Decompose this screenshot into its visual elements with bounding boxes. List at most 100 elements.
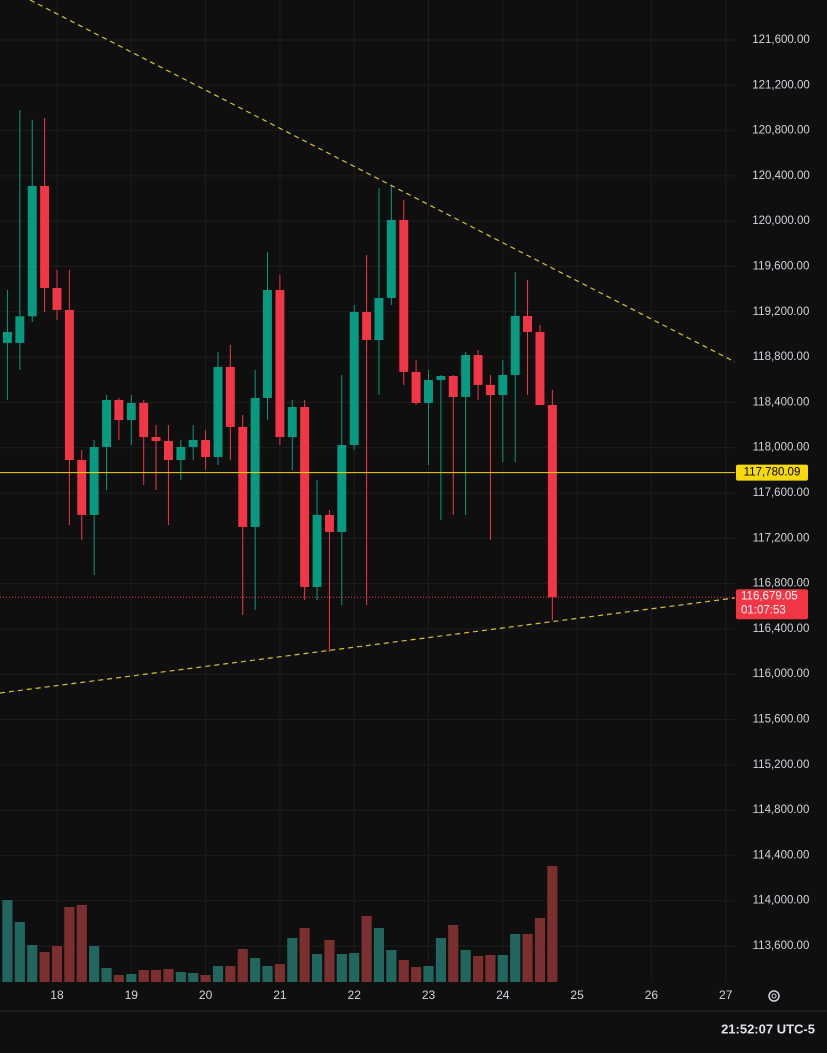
candle-body — [163, 440, 173, 461]
candle-body — [473, 355, 483, 385]
candle-body — [337, 444, 347, 532]
candle-body — [287, 407, 297, 438]
volume-bar — [448, 925, 459, 982]
volume-bar — [175, 972, 186, 982]
candle-body — [436, 375, 446, 380]
y-tick-label: 114,400.00 — [753, 849, 810, 861]
volume-bar — [386, 950, 397, 982]
countdown: 01:07:53 — [741, 604, 786, 616]
volume-bar — [51, 946, 63, 982]
volume-bar — [534, 918, 546, 982]
candle-body — [448, 375, 458, 397]
y-tick-label: 117,200.00 — [753, 532, 810, 544]
candle-body — [52, 287, 62, 310]
volume-bar — [472, 956, 484, 982]
volume-bar — [150, 970, 162, 982]
trendline — [0, 597, 735, 694]
candle-body — [15, 316, 25, 343]
volume-bar — [14, 922, 25, 982]
volume-bar — [373, 928, 385, 982]
y-tick-label: 119,200.00 — [753, 306, 810, 318]
y-tick-label: 116,800.00 — [753, 578, 810, 590]
candle-body — [64, 309, 74, 461]
x-tick-label: 25 — [570, 988, 584, 1002]
y-tick-label: 120,400.00 — [752, 170, 810, 182]
y-tick-label: 117,600.00 — [753, 487, 810, 499]
candle-body — [374, 297, 384, 340]
volume-bar — [250, 958, 261, 982]
y-tick-label: 120,000.00 — [752, 215, 810, 227]
candle-body — [263, 290, 272, 398]
volume-bar — [2, 900, 13, 982]
volume-bar — [497, 955, 508, 982]
volume-bar — [188, 973, 199, 982]
candle-body — [114, 400, 124, 421]
y-tick-label: 116,400.00 — [753, 623, 810, 635]
hline-label: 117,780.09 — [744, 467, 801, 479]
x-tick-label: 24 — [496, 988, 510, 1002]
volume-bar — [89, 946, 100, 982]
candle-body — [188, 439, 198, 448]
candle-body — [275, 290, 285, 438]
candle-body — [362, 312, 372, 340]
candle-body — [238, 426, 248, 527]
price-pane — [0, 0, 735, 694]
volume-bar — [237, 949, 248, 982]
volume-bar — [361, 916, 372, 982]
candle-body — [225, 366, 235, 427]
volume-bar — [163, 969, 174, 982]
axes: 113,600.00 114,000.00 114,400.00 114,800.00… — [50, 34, 809, 1002]
x-tick-label: 18 — [50, 988, 64, 1002]
candle-body — [27, 185, 37, 317]
y-tick-label: 119,600.00 — [753, 261, 810, 273]
y-tick-label: 115,200.00 — [753, 759, 810, 771]
candle-body — [250, 397, 260, 527]
volume-bar — [64, 907, 75, 982]
candle-body — [547, 404, 557, 598]
volume-bar — [510, 934, 521, 982]
candle-body — [77, 460, 87, 515]
candle-body — [510, 315, 520, 375]
x-tick-label: 27 — [719, 988, 733, 1002]
candle-body — [424, 379, 433, 403]
x-tick-label: 20 — [199, 988, 213, 1002]
settings-icon[interactable] — [768, 990, 780, 1002]
candle-body — [89, 447, 99, 515]
candle-body — [40, 185, 50, 288]
y-tick-label: 114,000.00 — [753, 895, 810, 907]
y-tick-label: 118,800.00 — [753, 351, 810, 363]
y-tick-label: 118,000.00 — [753, 442, 810, 454]
volume-bar — [76, 905, 87, 982]
candle-body — [151, 437, 161, 441]
volume-pane — [2, 866, 558, 982]
candle-body — [386, 219, 396, 298]
grid — [0, 0, 735, 982]
candle-body — [102, 400, 112, 448]
volume-bar — [485, 955, 496, 982]
candle-body — [411, 371, 421, 403]
volume-bar — [411, 967, 422, 982]
volume-bar — [324, 940, 335, 982]
volume-bar — [113, 975, 124, 982]
x-tick-label: 23 — [422, 988, 436, 1002]
candle-body — [485, 384, 495, 396]
volume-bar — [212, 966, 224, 982]
candle-body — [201, 439, 211, 457]
volume-bar — [39, 952, 50, 982]
x-tick-label: 19 — [125, 988, 139, 1002]
volume-bar — [274, 964, 285, 982]
volume-bar — [27, 945, 38, 982]
candle-body — [2, 331, 12, 343]
volume-bar — [336, 954, 347, 982]
trendline — [29, 0, 735, 363]
y-tick-label: 121,600.00 — [752, 34, 810, 46]
y-tick-label: 118,400.00 — [753, 396, 810, 408]
volume-bar — [460, 950, 471, 982]
candle-body — [126, 402, 136, 421]
y-tick-label: 113,600.00 — [753, 940, 810, 952]
candle-body — [498, 374, 508, 396]
volume-bar — [311, 954, 323, 982]
